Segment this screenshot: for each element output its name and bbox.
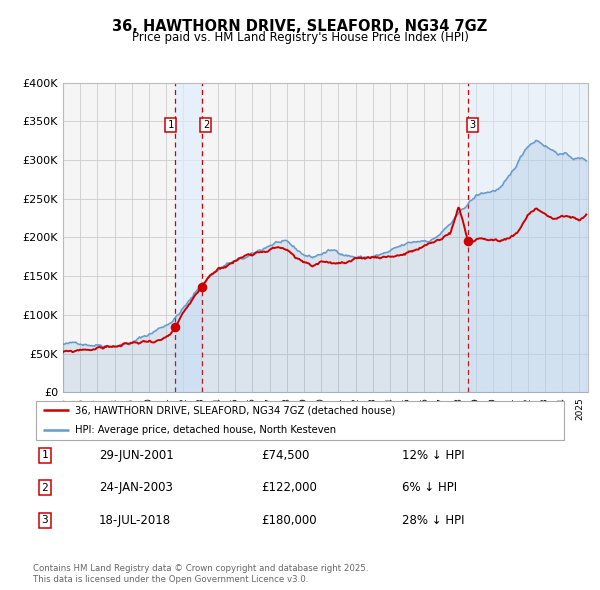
Text: 3: 3 bbox=[41, 516, 49, 525]
Point bbox=[170, 323, 179, 332]
Text: 1: 1 bbox=[41, 451, 49, 460]
Text: £180,000: £180,000 bbox=[261, 514, 317, 527]
Text: 36, HAWTHORN DRIVE, SLEAFORD, NG34 7GZ: 36, HAWTHORN DRIVE, SLEAFORD, NG34 7GZ bbox=[112, 19, 488, 34]
Text: 2: 2 bbox=[41, 483, 49, 493]
Text: 36, HAWTHORN DRIVE, SLEAFORD, NG34 7GZ (detached house): 36, HAWTHORN DRIVE, SLEAFORD, NG34 7GZ (… bbox=[74, 405, 395, 415]
Text: This data is licensed under the Open Government Licence v3.0.: This data is licensed under the Open Gov… bbox=[33, 575, 308, 584]
Text: 18-JUL-2018: 18-JUL-2018 bbox=[99, 514, 171, 527]
Text: 2: 2 bbox=[203, 120, 209, 130]
Point bbox=[197, 283, 207, 292]
Text: 3: 3 bbox=[469, 120, 475, 130]
Bar bbox=[468, 83, 588, 392]
Text: £122,000: £122,000 bbox=[261, 481, 317, 494]
Point bbox=[463, 236, 473, 245]
Text: Contains HM Land Registry data © Crown copyright and database right 2025.: Contains HM Land Registry data © Crown c… bbox=[33, 565, 368, 573]
Text: HPI: Average price, detached house, North Kesteven: HPI: Average price, detached house, Nort… bbox=[74, 425, 336, 435]
Text: 6% ↓ HPI: 6% ↓ HPI bbox=[402, 481, 457, 494]
Text: 29-JUN-2001: 29-JUN-2001 bbox=[99, 449, 174, 462]
Text: 1: 1 bbox=[167, 120, 174, 130]
Text: 28% ↓ HPI: 28% ↓ HPI bbox=[402, 514, 464, 527]
Text: Price paid vs. HM Land Registry's House Price Index (HPI): Price paid vs. HM Land Registry's House … bbox=[131, 31, 469, 44]
FancyBboxPatch shape bbox=[35, 401, 565, 440]
Text: 24-JAN-2003: 24-JAN-2003 bbox=[99, 481, 173, 494]
Bar bbox=[175, 83, 202, 392]
Text: 12% ↓ HPI: 12% ↓ HPI bbox=[402, 449, 464, 462]
Text: £74,500: £74,500 bbox=[261, 449, 310, 462]
